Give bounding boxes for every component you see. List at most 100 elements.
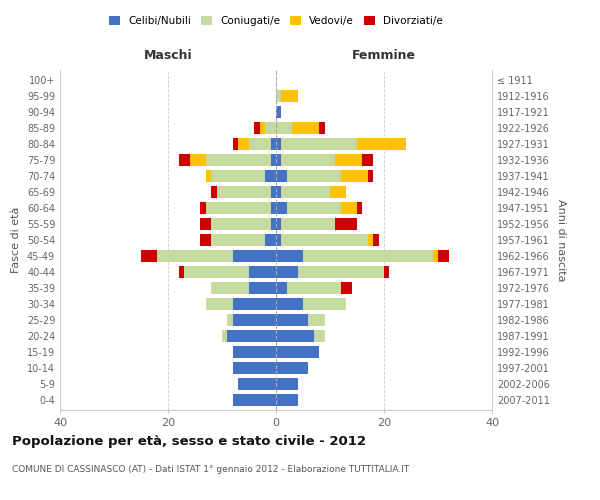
Bar [287, 282, 341, 294]
Bar [271, 186, 276, 198]
Bar [384, 266, 389, 278]
Bar [211, 234, 265, 246]
Bar [179, 266, 184, 278]
Bar [281, 218, 335, 230]
Bar [254, 122, 260, 134]
Bar [233, 394, 276, 406]
Bar [298, 266, 384, 278]
Bar [233, 314, 276, 326]
Bar [281, 186, 330, 198]
Bar [233, 250, 276, 262]
Bar [276, 314, 308, 326]
Bar [157, 250, 233, 262]
Bar [211, 218, 271, 230]
Bar [281, 138, 357, 150]
Bar [357, 138, 406, 150]
Bar [276, 218, 281, 230]
Bar [233, 298, 276, 310]
Bar [319, 122, 325, 134]
Text: Maschi: Maschi [143, 49, 193, 62]
Bar [281, 234, 368, 246]
Bar [222, 330, 227, 342]
Bar [281, 90, 298, 102]
Bar [265, 234, 276, 246]
Bar [249, 282, 276, 294]
Bar [211, 282, 249, 294]
Bar [368, 234, 373, 246]
Bar [206, 170, 211, 182]
Bar [206, 154, 271, 166]
Y-axis label: Anni di nascita: Anni di nascita [556, 198, 566, 281]
Bar [200, 202, 206, 214]
Bar [227, 330, 276, 342]
Bar [238, 378, 276, 390]
Bar [303, 298, 346, 310]
Bar [335, 218, 357, 230]
Bar [233, 138, 238, 150]
Bar [368, 170, 373, 182]
Bar [238, 138, 249, 150]
Bar [227, 314, 233, 326]
Bar [271, 154, 276, 166]
Bar [200, 218, 211, 230]
Bar [287, 170, 341, 182]
Bar [276, 330, 314, 342]
Bar [335, 154, 362, 166]
Bar [265, 122, 276, 134]
Bar [314, 330, 325, 342]
Bar [260, 122, 265, 134]
Bar [276, 186, 281, 198]
Y-axis label: Fasce di età: Fasce di età [11, 207, 21, 273]
Bar [276, 154, 281, 166]
Text: COMUNE DI CASSINASCO (AT) - Dati ISTAT 1° gennaio 2012 - Elaborazione TUTTITALIA: COMUNE DI CASSINASCO (AT) - Dati ISTAT 1… [12, 465, 409, 474]
Bar [190, 154, 206, 166]
Legend: Celibi/Nubili, Coniugati/e, Vedovi/e, Divorziati/e: Celibi/Nubili, Coniugati/e, Vedovi/e, Di… [106, 12, 446, 29]
Text: Popolazione per età, sesso e stato civile - 2012: Popolazione per età, sesso e stato civil… [12, 435, 366, 448]
Bar [276, 282, 287, 294]
Bar [341, 202, 357, 214]
Bar [276, 298, 303, 310]
Bar [438, 250, 449, 262]
Bar [271, 138, 276, 150]
Bar [276, 266, 298, 278]
Bar [179, 154, 190, 166]
Bar [200, 234, 211, 246]
Bar [287, 202, 341, 214]
Bar [308, 314, 325, 326]
Bar [292, 122, 319, 134]
Bar [184, 266, 249, 278]
Bar [373, 234, 379, 246]
Bar [330, 186, 346, 198]
Text: Femmine: Femmine [352, 49, 416, 62]
Bar [206, 202, 271, 214]
Bar [276, 394, 298, 406]
Bar [211, 170, 265, 182]
Bar [271, 218, 276, 230]
Bar [249, 138, 271, 150]
Bar [276, 138, 281, 150]
Bar [276, 122, 292, 134]
Bar [233, 346, 276, 358]
Bar [357, 202, 362, 214]
Bar [211, 186, 217, 198]
Bar [276, 90, 281, 102]
Bar [281, 154, 335, 166]
Bar [276, 106, 281, 118]
Bar [276, 170, 287, 182]
Bar [362, 154, 373, 166]
Bar [341, 170, 368, 182]
Bar [141, 250, 157, 262]
Bar [303, 250, 433, 262]
Bar [233, 362, 276, 374]
Bar [276, 378, 298, 390]
Bar [276, 202, 287, 214]
Bar [265, 170, 276, 182]
Bar [271, 202, 276, 214]
Bar [276, 250, 303, 262]
Bar [433, 250, 438, 262]
Bar [249, 266, 276, 278]
Bar [341, 282, 352, 294]
Bar [276, 346, 319, 358]
Bar [276, 362, 308, 374]
Bar [217, 186, 271, 198]
